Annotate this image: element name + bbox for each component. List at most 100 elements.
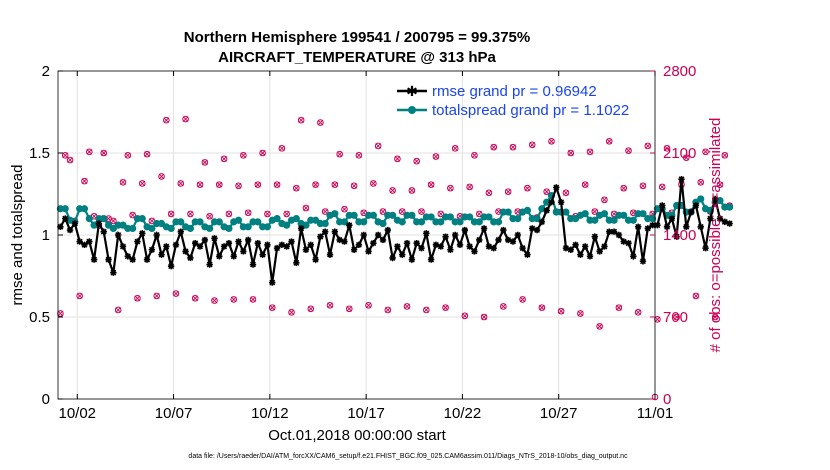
totalspread-point <box>523 206 532 214</box>
rmse-point <box>504 236 512 244</box>
rmse-point <box>105 256 112 263</box>
rmse-point <box>562 244 570 252</box>
obs-point <box>480 313 488 321</box>
obs-point <box>596 323 603 330</box>
obs-point <box>230 296 238 303</box>
rmse-point <box>721 218 729 226</box>
totalspread-point <box>186 224 194 233</box>
legend-spread-marker <box>408 106 416 114</box>
rmse-point <box>610 228 618 235</box>
totalspread-point <box>177 218 185 226</box>
rmse-point <box>322 228 329 235</box>
rmse-point <box>716 215 724 222</box>
rmse-point <box>519 244 526 252</box>
rmse-point <box>90 256 98 263</box>
y-right-tick-label: 2100 <box>663 145 696 162</box>
obs-point <box>413 157 420 165</box>
obs-point <box>215 181 223 188</box>
y-right-tick-label: 2800 <box>663 63 696 80</box>
rmse-point <box>172 241 180 249</box>
totalspread-point <box>360 218 368 226</box>
obs-point <box>389 187 396 194</box>
rmse-point <box>702 244 709 252</box>
rmse-point <box>586 253 594 260</box>
rmse-point <box>196 243 204 250</box>
totalspread-point <box>600 210 609 218</box>
rmse-point <box>192 240 199 247</box>
totalspread-point <box>475 218 483 226</box>
obs-point <box>711 313 719 321</box>
totalspread-point <box>543 198 551 206</box>
obs-point <box>485 189 493 197</box>
totalspread-point <box>379 219 387 228</box>
obs-point <box>365 301 372 309</box>
x-tick-label: 10/07 <box>155 405 193 422</box>
obs-point <box>191 294 199 302</box>
rmse-point <box>399 251 406 258</box>
totalspread-point <box>254 218 262 226</box>
obs-point <box>403 303 411 310</box>
rmse-point <box>456 241 464 249</box>
rmse-point <box>307 241 314 249</box>
totalspread-point <box>697 195 705 203</box>
rmse-point <box>437 243 444 250</box>
rmse-point <box>471 248 478 255</box>
rmse-point <box>57 223 64 230</box>
obs-point <box>658 183 666 191</box>
obs-point <box>177 180 185 187</box>
obs-point <box>326 301 334 309</box>
rmse-point <box>654 221 661 229</box>
totalspread-point <box>639 210 647 218</box>
rmse-point <box>509 238 517 245</box>
obs-point <box>167 210 175 218</box>
y-axis-right-ticks: 0 700 1400 2100 2800 <box>650 63 696 408</box>
obs-point <box>220 155 228 163</box>
totalspread-point <box>283 221 291 229</box>
rmse-point <box>620 238 627 245</box>
legend-rmse-marker: ✱ <box>406 84 418 100</box>
totalspread-point <box>494 218 503 226</box>
obs-point <box>601 196 608 204</box>
obs-point <box>543 188 550 195</box>
rmse-point <box>668 215 676 222</box>
totalspread-point <box>456 218 464 226</box>
obs-point <box>278 145 286 152</box>
obs-point <box>427 181 435 188</box>
obs-point <box>562 189 570 197</box>
obs-point <box>312 181 319 188</box>
rmse-point <box>644 225 651 232</box>
legend: ✱ rmse grand pr = 0.96942 totalspread gr… <box>397 83 629 119</box>
obs-point <box>331 181 339 188</box>
obs-point <box>466 183 473 191</box>
rmse-point <box>254 240 262 247</box>
y-axis-left-label: rmse and totalspread <box>9 165 26 306</box>
obs-point <box>500 303 507 310</box>
rmse-point <box>259 251 266 258</box>
rmse-point <box>389 254 396 262</box>
obs-point <box>268 304 276 311</box>
rmse-point <box>119 243 127 250</box>
rmse-point <box>341 238 348 245</box>
obs-point <box>158 173 165 180</box>
obs-point <box>345 305 353 313</box>
totalspread-point <box>504 208 512 216</box>
obs-point <box>57 310 64 317</box>
obs-point <box>538 304 546 311</box>
totalspread-point <box>485 213 493 221</box>
totalspread-point <box>167 224 175 233</box>
obs-point <box>341 205 348 213</box>
rmse-point <box>533 226 541 234</box>
obs-point <box>471 152 478 159</box>
totalspread-point <box>629 216 637 224</box>
rmse-point <box>293 259 300 267</box>
obs-point <box>370 180 377 187</box>
rmse-point <box>62 215 69 222</box>
rmse-point <box>134 238 141 245</box>
obs-point <box>673 313 680 321</box>
rmse-point <box>572 241 579 249</box>
obs-point <box>615 304 623 311</box>
totalspread-point <box>610 216 618 224</box>
rmse-point <box>297 225 305 232</box>
rmse-point <box>283 243 290 250</box>
